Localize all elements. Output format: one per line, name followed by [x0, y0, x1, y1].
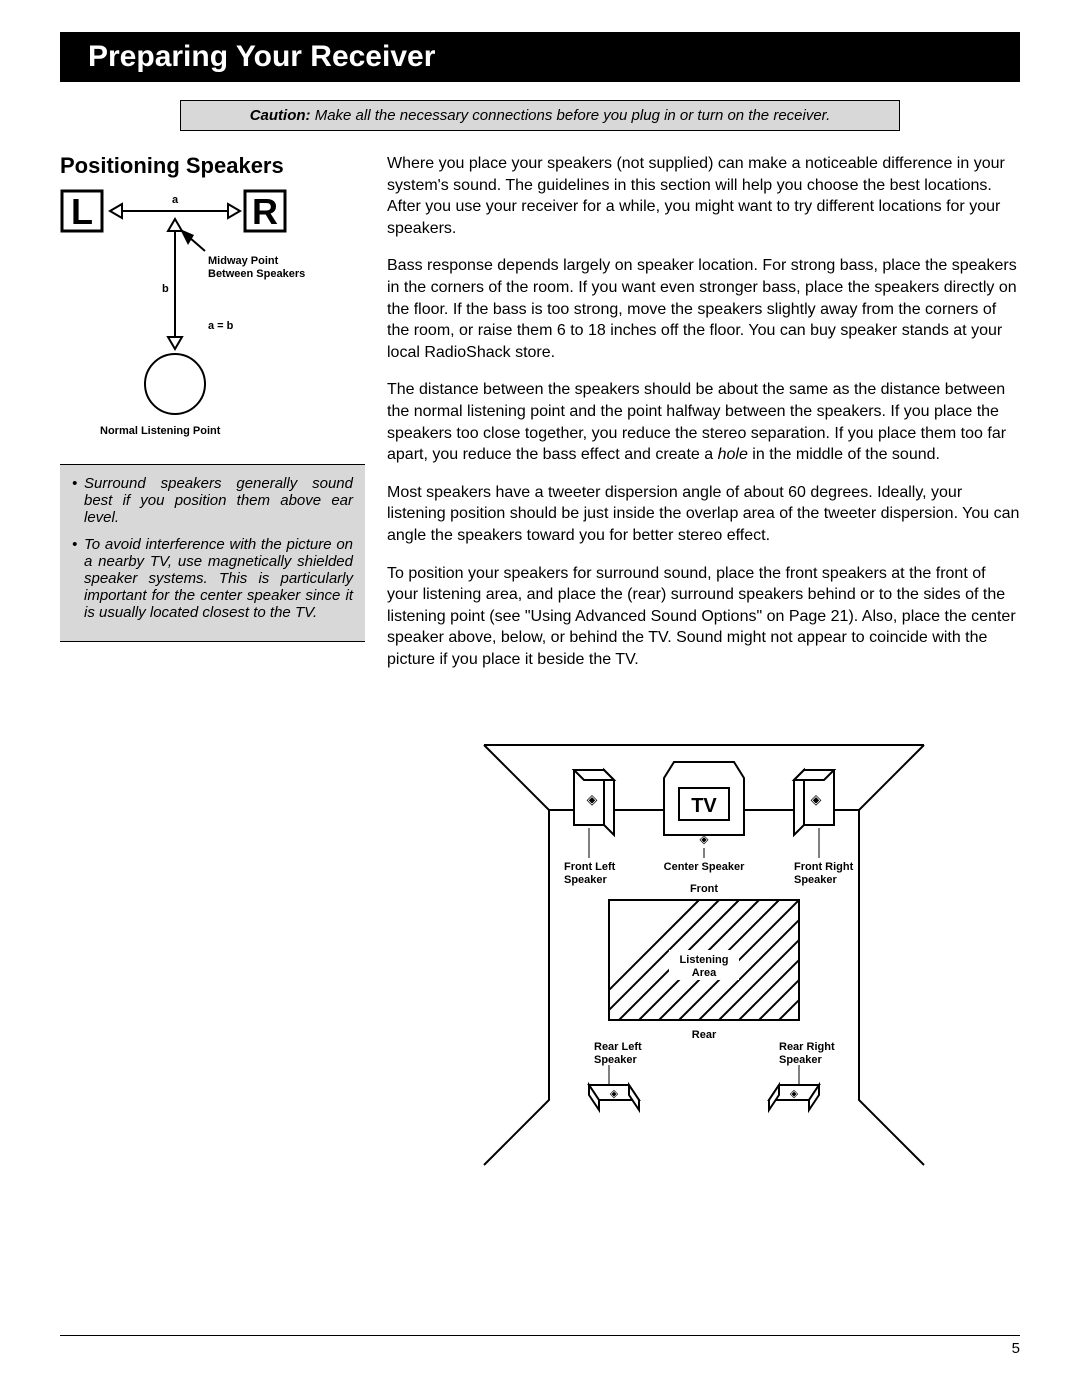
diagram1-a: a [172, 194, 179, 206]
hole-word: hole [718, 446, 748, 463]
room-layout-diagram: ◈ TV ◈ ◈ [479, 740, 929, 1170]
diagram2-fl1: Front Left [564, 861, 616, 873]
diagram2-rl1: Rear Left [594, 1041, 642, 1053]
diagram2-rear: Rear [691, 1029, 716, 1041]
diagram2-front: Front [689, 883, 717, 895]
caution-text: Make all the necessary connections befor… [311, 107, 831, 124]
paragraph: The distance between the speakers should… [387, 379, 1020, 465]
paragraph: To position your speakers for surround s… [387, 563, 1020, 671]
content-columns: Positioning Speakers L R a Midway Point … [60, 153, 1020, 1170]
diagram2-rr1: Rear Right [779, 1041, 835, 1053]
svg-text:◈: ◈ [699, 832, 709, 846]
rear-right-speaker-icon: ◈ [769, 1065, 819, 1110]
page-footer: 5 [60, 1335, 1020, 1357]
sidebar: Positioning Speakers L R a Midway Point … [60, 153, 365, 1170]
page-number: 5 [1012, 1340, 1020, 1357]
front-left-speaker-icon: ◈ [574, 770, 614, 858]
tip-item: Surround speakers generally sound best i… [72, 475, 353, 526]
svg-text:◈: ◈ [789, 1088, 798, 1100]
paragraph: Bass response depends largely on speaker… [387, 255, 1020, 363]
main-text: Where you place your speakers (not suppl… [387, 153, 1020, 1170]
diagram1-midway1: Midway Point [208, 255, 279, 267]
tip-item: To avoid interference with the picture o… [72, 536, 353, 621]
caution-label: Caution: [250, 107, 311, 124]
diagram2-la1: Listening [679, 954, 728, 966]
tv-icon: TV ◈ [664, 762, 744, 858]
diagram1-R: R [252, 191, 278, 232]
diagram2-la2: Area [691, 967, 716, 979]
diagram2-fr1: Front Right [794, 861, 854, 873]
diagram2-fl2: Speaker [564, 874, 608, 886]
diagram2-rl2: Speaker [594, 1054, 638, 1066]
diagram2-fr2: Speaker [794, 874, 838, 886]
diagram2-center: Center Speaker [663, 861, 744, 873]
diagram2-tv: TV [691, 795, 717, 817]
tips-box: Surround speakers generally sound best i… [60, 464, 365, 642]
diagram1-eq: a = b [208, 320, 234, 332]
svg-text:◈: ◈ [810, 791, 821, 807]
rear-left-speaker-icon: ◈ [589, 1065, 639, 1110]
page-title: Preparing Your Receiver [88, 40, 435, 73]
paragraph: Where you place your speakers (not suppl… [387, 153, 1020, 239]
listening-area-icon: Listening Area [569, 900, 899, 1030]
diagram1-L: L [71, 191, 93, 232]
room-layout-diagram-wrap: ◈ TV ◈ ◈ [387, 740, 1020, 1170]
caution-box: Caution: Make all the necessary connecti… [180, 100, 900, 131]
diagram1-midway2: Between Speakers [208, 268, 305, 280]
speaker-distance-diagram: L R a Midway Point Between Speakers b a … [60, 189, 330, 449]
diagram1-b: b [162, 283, 169, 295]
front-right-speaker-icon: ◈ [794, 770, 834, 858]
diagram2-rr2: Speaker [779, 1054, 823, 1066]
svg-text:◈: ◈ [609, 1088, 618, 1100]
diagram1-listening: Normal Listening Point [100, 425, 221, 437]
page-title-bar: Preparing Your Receiver [60, 32, 1020, 82]
section-heading: Positioning Speakers [60, 153, 365, 179]
paragraph: Most speakers have a tweeter dispersion … [387, 482, 1020, 547]
svg-text:◈: ◈ [586, 791, 597, 807]
